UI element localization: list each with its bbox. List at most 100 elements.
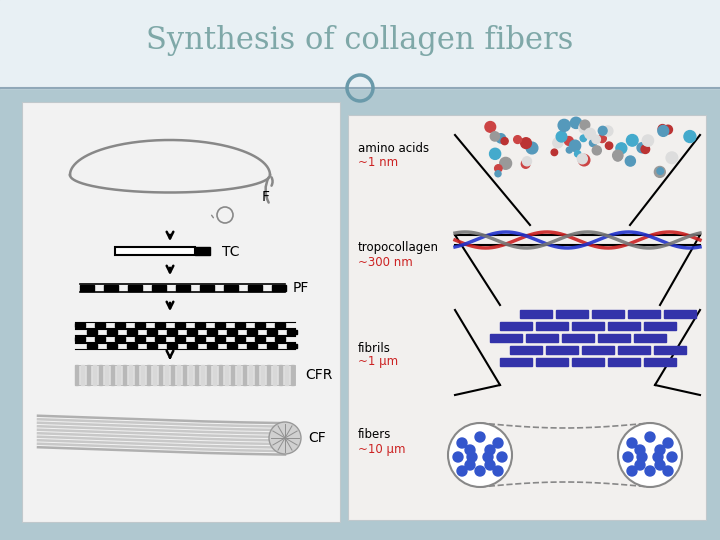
Bar (195, 247, 210, 255)
Bar (129, 365, 132, 385)
Bar (127, 344, 137, 348)
Circle shape (592, 135, 600, 144)
Bar (227, 344, 237, 348)
Bar (243, 365, 246, 385)
Circle shape (553, 138, 563, 148)
Bar (165, 365, 168, 385)
Bar (107, 344, 117, 348)
Circle shape (269, 422, 301, 454)
Bar (526, 334, 558, 342)
Circle shape (570, 140, 580, 151)
Circle shape (501, 138, 508, 145)
Text: Synthesis of collagen fibers: Synthesis of collagen fibers (146, 24, 574, 56)
Bar (127, 330, 137, 334)
Bar (287, 344, 297, 348)
Bar (261, 365, 264, 385)
Text: tropocollagen: tropocollagen (358, 241, 439, 254)
Bar (207, 344, 217, 348)
Bar (664, 310, 696, 318)
Bar (183, 365, 186, 385)
Circle shape (666, 152, 678, 164)
Text: ~10 μm: ~10 μm (358, 442, 405, 456)
Circle shape (577, 154, 588, 164)
Text: PF: PF (293, 281, 310, 295)
Bar (285, 365, 288, 385)
Bar (215, 337, 225, 341)
Bar (608, 322, 640, 330)
Circle shape (635, 460, 645, 470)
Bar (135, 337, 145, 341)
Bar (654, 346, 686, 354)
Bar (135, 365, 138, 385)
Bar (159, 365, 162, 385)
Bar (582, 346, 614, 354)
Bar (175, 337, 185, 341)
Circle shape (645, 432, 655, 442)
Bar (147, 344, 157, 348)
Bar (546, 346, 578, 354)
Bar (175, 323, 185, 327)
Bar (167, 330, 177, 334)
Bar (490, 334, 522, 342)
Circle shape (578, 154, 590, 166)
Circle shape (485, 122, 495, 132)
Bar (272, 285, 286, 291)
Bar (171, 365, 174, 385)
Bar (22, 102, 340, 522)
Bar (115, 247, 195, 255)
Bar (247, 344, 257, 348)
Circle shape (448, 423, 512, 487)
Bar (598, 334, 630, 342)
Bar (0, 0, 720, 88)
Circle shape (590, 139, 596, 146)
Bar (213, 365, 216, 385)
Circle shape (490, 148, 500, 159)
Text: F: F (262, 190, 270, 204)
Bar (81, 365, 84, 385)
Circle shape (637, 452, 647, 462)
Circle shape (645, 466, 655, 476)
Circle shape (457, 466, 467, 476)
Bar (249, 365, 252, 385)
Circle shape (566, 147, 572, 153)
Circle shape (490, 132, 500, 141)
Circle shape (521, 159, 530, 168)
Bar (291, 365, 294, 385)
Bar (510, 346, 542, 354)
Bar (155, 337, 165, 341)
Bar (195, 323, 205, 327)
Bar (556, 310, 588, 318)
Circle shape (598, 134, 606, 143)
Bar (117, 365, 120, 385)
Bar (141, 365, 144, 385)
Bar (562, 334, 594, 342)
Circle shape (521, 138, 531, 148)
Circle shape (642, 135, 654, 146)
Bar (99, 365, 102, 385)
Circle shape (523, 157, 531, 166)
Bar (255, 365, 258, 385)
Bar (231, 365, 234, 385)
Bar (147, 365, 150, 385)
Circle shape (627, 466, 637, 476)
Circle shape (500, 157, 512, 169)
Circle shape (495, 165, 502, 172)
Bar (225, 365, 228, 385)
Circle shape (457, 438, 467, 448)
Bar (608, 358, 640, 366)
Bar (536, 358, 568, 366)
Bar (255, 323, 265, 327)
Bar (500, 322, 532, 330)
Circle shape (575, 151, 581, 157)
Bar (618, 346, 650, 354)
Bar (107, 330, 117, 334)
Bar (95, 337, 105, 341)
Bar (634, 334, 666, 342)
Circle shape (658, 125, 667, 133)
Circle shape (593, 146, 601, 155)
Circle shape (667, 452, 677, 462)
Circle shape (598, 126, 607, 135)
Bar (115, 337, 125, 341)
Bar (275, 337, 285, 341)
Circle shape (618, 423, 682, 487)
